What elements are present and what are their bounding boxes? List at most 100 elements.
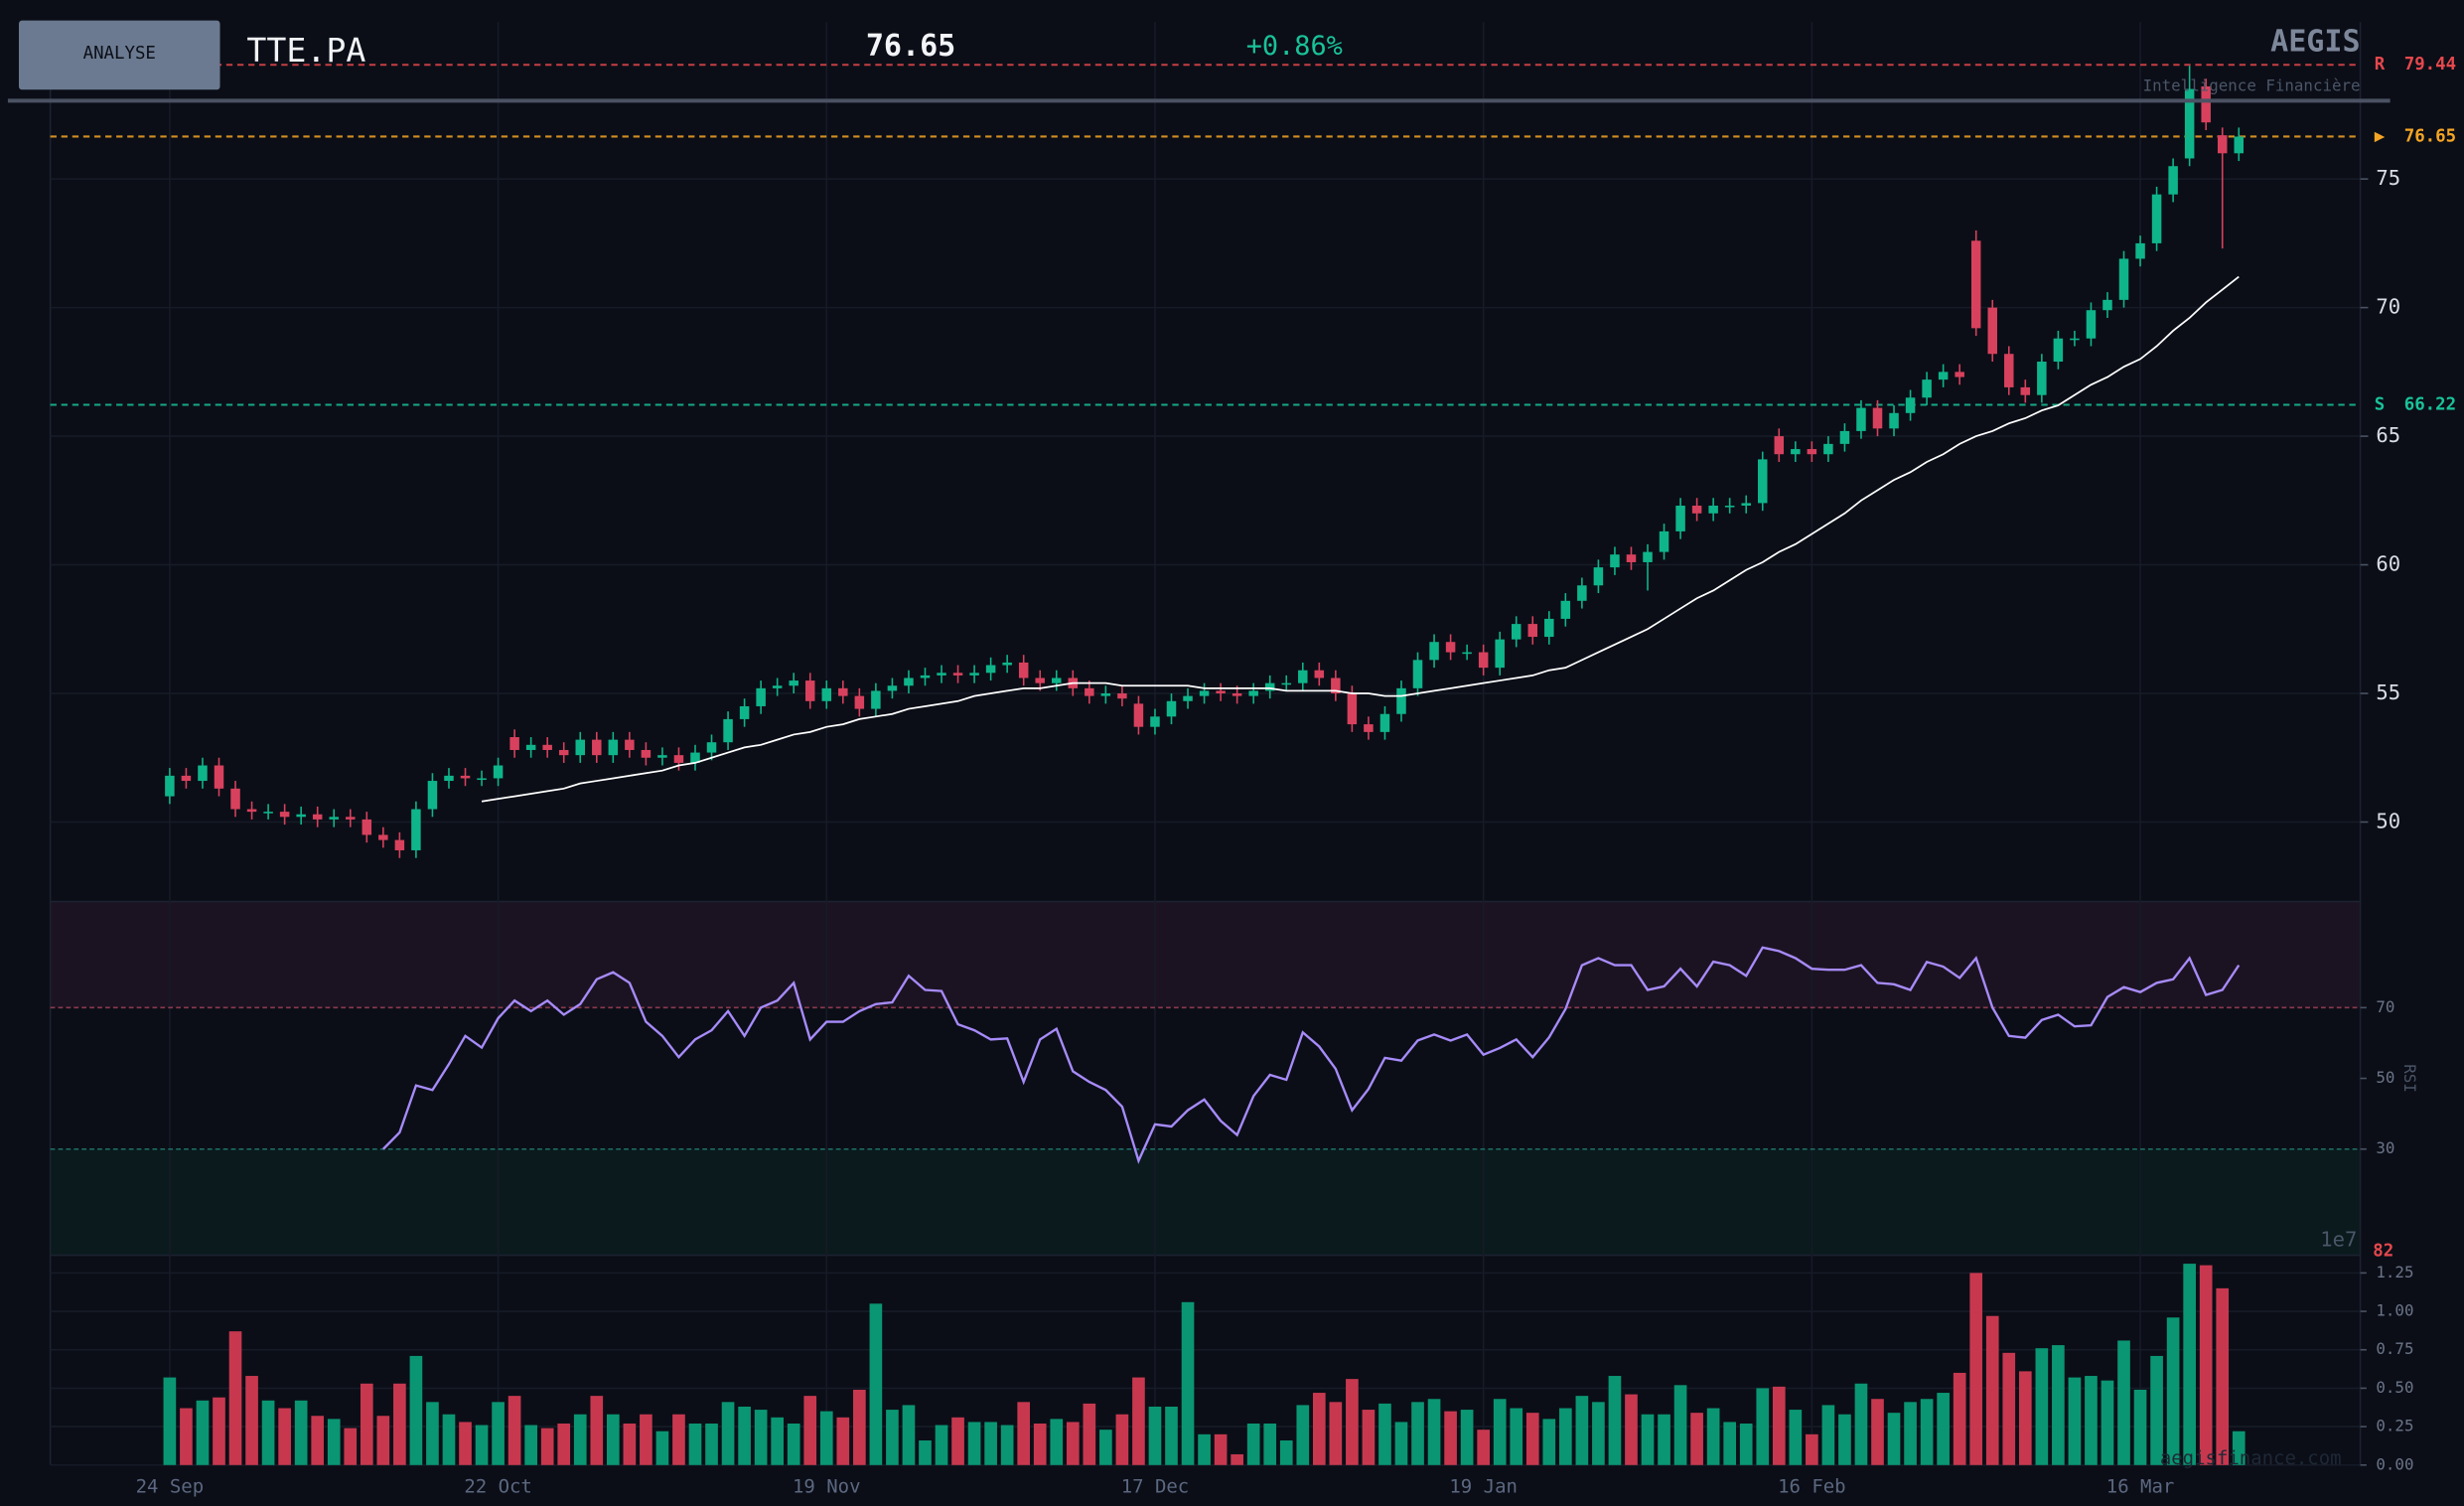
- volume-bar: [1378, 1403, 1391, 1465]
- candle-body: [1298, 670, 1308, 683]
- panels: 24 Sep 22 Oct 19 Nov 17 Dec 19 Jan 16 Feb 16 M…: [49, 22, 2456, 1497]
- volume-bar: [1920, 1399, 1934, 1465]
- volume-bar: [688, 1423, 702, 1465]
- volume-bar: [1148, 1406, 1162, 1465]
- candle-body: [838, 687, 848, 696]
- candle-body: [1659, 530, 1669, 552]
- volume-bar: [459, 1422, 472, 1465]
- candle-body: [1495, 639, 1505, 669]
- volume-bar: [1806, 1433, 1818, 1465]
- candle-body: [1544, 618, 1554, 638]
- candle-body: [1791, 449, 1801, 455]
- candle-body: [1987, 307, 1997, 355]
- volume-bar: [1411, 1402, 1424, 1465]
- volume-bar: [2199, 1265, 2213, 1465]
- analyse-button[interactable]: [18, 20, 220, 90]
- candle-body: [181, 775, 192, 782]
- rsi-tick-label: 50: [2376, 1068, 2394, 1087]
- candle-body: [625, 739, 635, 750]
- candle-body: [1150, 716, 1160, 727]
- candle-body: [1872, 407, 1883, 429]
- analyse-button-label[interactable]: ANALYSE: [83, 44, 156, 64]
- volume-bar: [1953, 1372, 1966, 1465]
- candle-body: [378, 834, 388, 840]
- volume-bar: [869, 1303, 883, 1465]
- volume-bar: [1575, 1396, 1589, 1465]
- volume-bar: [1394, 1422, 1408, 1465]
- volume-bar: [1937, 1393, 1950, 1465]
- volume-tick-label: 1.00: [2376, 1301, 2413, 1320]
- candle-body: [937, 673, 946, 676]
- candle-body: [1691, 506, 1702, 514]
- volume-bar: [1739, 1423, 1753, 1465]
- volume-bar: [245, 1376, 258, 1465]
- x-tick-label: 17 Dec: [1121, 1475, 1190, 1497]
- volume-bar: [836, 1417, 850, 1465]
- volume-bar: [1246, 1423, 1260, 1465]
- volume-bar: [1115, 1414, 1129, 1465]
- candle-body: [1379, 713, 1390, 732]
- volume-bar: [1821, 1405, 1835, 1465]
- volume-bar: [1985, 1315, 1999, 1465]
- candle-body: [1364, 724, 1374, 732]
- volume-bar: [984, 1422, 997, 1465]
- volume-bar: [2018, 1371, 2032, 1465]
- candle-body: [1216, 690, 1226, 694]
- moving-average: [481, 275, 2240, 803]
- volume-bar: [1690, 1413, 1703, 1465]
- candle-body: [2020, 386, 2031, 395]
- x-tick-label: 19 Nov: [793, 1475, 861, 1497]
- y-tick-label: 50: [2376, 809, 2400, 832]
- volume-bar: [1279, 1440, 1293, 1465]
- volume-bar: [1066, 1422, 1080, 1465]
- candle-body: [2184, 88, 2195, 159]
- volume-bar: [213, 1397, 225, 1465]
- candle-body: [657, 755, 667, 758]
- volume-bar: [507, 1396, 521, 1465]
- rsi-last-value: 82: [2373, 1242, 2393, 1262]
- volume-bar: [1608, 1376, 1622, 1465]
- x-tick-label: 19 Jan: [1449, 1475, 1518, 1497]
- candle-body: [1856, 407, 1866, 431]
- candle-body: [1412, 660, 1423, 688]
- candle-body: [427, 781, 438, 810]
- volume-bar: [1444, 1411, 1457, 1465]
- rsi-line: [381, 946, 2241, 1164]
- volume-bar: [1493, 1399, 1507, 1465]
- candle-body: [1889, 412, 1899, 429]
- volume-bar: [1477, 1430, 1490, 1465]
- volume-bar: [1329, 1402, 1343, 1465]
- candle-body: [2168, 166, 2178, 195]
- volume-bar: [1033, 1423, 1047, 1465]
- candle-body: [1183, 695, 1193, 701]
- volume-bar: [1559, 1408, 1572, 1465]
- candle-body: [1807, 449, 1817, 455]
- candle-body: [920, 675, 931, 678]
- candle-body: [1823, 443, 1833, 455]
- volume-tick-label: 0.00: [2376, 1454, 2413, 1473]
- candle-body: [1264, 682, 1275, 691]
- volume-bar: [1083, 1403, 1096, 1465]
- candle-body: [460, 775, 471, 779]
- candle-body: [2234, 136, 2245, 154]
- level-tag: S: [2375, 395, 2385, 415]
- candle-body: [525, 744, 536, 750]
- candle-body: [296, 814, 306, 818]
- volume-bar: [1017, 1402, 1031, 1465]
- volume-bar: [919, 1440, 932, 1465]
- volume-bar: [360, 1383, 373, 1465]
- candle-body: [789, 680, 798, 686]
- candle-body: [263, 812, 273, 814]
- candle-body: [312, 814, 323, 820]
- candle-body: [1774, 436, 1785, 455]
- level-tag: R: [2375, 55, 2386, 75]
- candle-body: [394, 839, 405, 850]
- candle-body: [1232, 693, 1242, 696]
- volume-bar: [1525, 1413, 1539, 1465]
- candle-body: [346, 817, 356, 820]
- candle-body: [1970, 240, 1981, 329]
- volume-bar: [771, 1417, 784, 1465]
- volume-bar: [1838, 1414, 1851, 1465]
